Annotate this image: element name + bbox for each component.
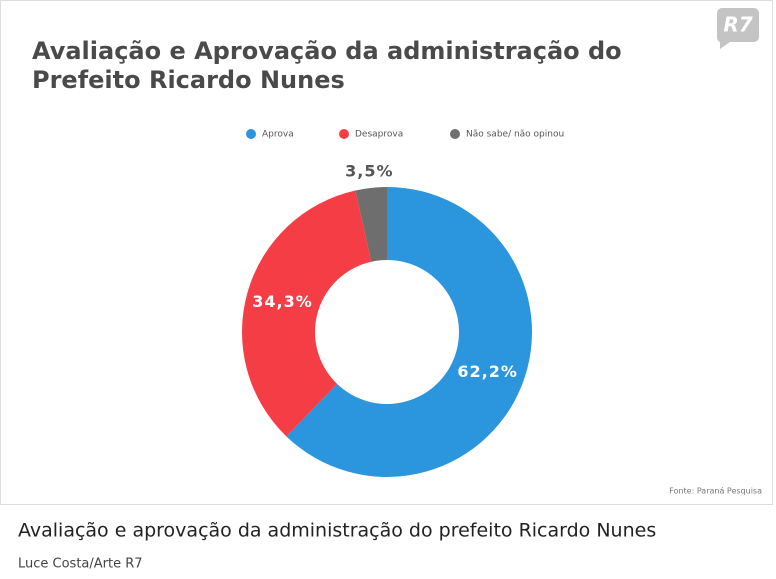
legend-label: Desaprova: [355, 130, 403, 140]
donut-slice: [242, 190, 372, 437]
logo: R7: [723, 13, 752, 37]
donut-slice: [286, 187, 532, 477]
legend-swatch: [450, 129, 460, 139]
chart-title: Avaliação e Aprovação da administração d…: [32, 37, 630, 94]
caption: Avaliação e aprovação da administração d…: [18, 520, 656, 542]
legend-label: Aprova: [262, 130, 294, 140]
legend-label: Não sabe/ não opinou: [466, 130, 564, 140]
value-label: 62,2%: [457, 362, 518, 381]
logo-badge: [716, 8, 759, 49]
legend-swatch: [246, 129, 256, 139]
source: Fonte: Paraná Pesquisa: [669, 487, 762, 496]
legend-swatch: [339, 129, 349, 139]
credit: Luce Costa/Arte R7: [18, 557, 143, 572]
value-label: 34,3%: [252, 292, 313, 311]
value-label: 3,5%: [345, 161, 393, 180]
donut-slice: [355, 187, 387, 262]
